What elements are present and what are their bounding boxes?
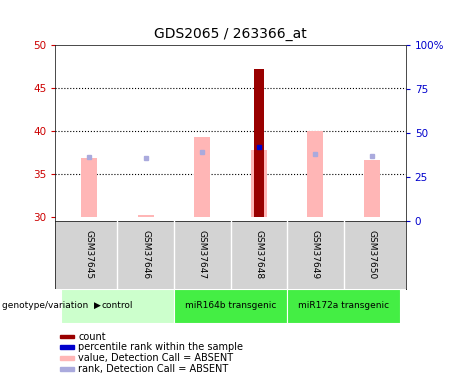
Bar bbox=[60, 345, 74, 349]
Text: value, Detection Call = ABSENT: value, Detection Call = ABSENT bbox=[78, 353, 233, 363]
Bar bbox=[195, 137, 210, 217]
Bar bbox=[254, 69, 264, 217]
Bar bbox=[60, 356, 74, 360]
Text: GSM37647: GSM37647 bbox=[198, 230, 207, 280]
Bar bbox=[81, 159, 97, 217]
Bar bbox=[174, 289, 287, 322]
Text: GSM37650: GSM37650 bbox=[367, 230, 376, 280]
Text: count: count bbox=[78, 332, 106, 342]
Bar bbox=[60, 334, 74, 338]
Text: rank, Detection Call = ABSENT: rank, Detection Call = ABSENT bbox=[78, 364, 229, 374]
Bar bbox=[61, 289, 174, 322]
Bar bbox=[60, 367, 74, 370]
Text: percentile rank within the sample: percentile rank within the sample bbox=[78, 342, 243, 352]
Bar bbox=[307, 131, 323, 217]
Text: GSM37645: GSM37645 bbox=[85, 230, 94, 280]
Bar bbox=[251, 150, 266, 217]
Text: GSM37646: GSM37646 bbox=[141, 230, 150, 280]
Text: genotype/variation  ▶: genotype/variation ▶ bbox=[2, 301, 101, 310]
Text: miR172a transgenic: miR172a transgenic bbox=[298, 301, 389, 310]
Text: GSM37649: GSM37649 bbox=[311, 230, 320, 280]
Title: GDS2065 / 263366_at: GDS2065 / 263366_at bbox=[154, 27, 307, 41]
Text: control: control bbox=[102, 301, 133, 310]
Bar bbox=[287, 289, 400, 322]
Text: GSM37648: GSM37648 bbox=[254, 230, 263, 280]
Bar bbox=[364, 160, 380, 217]
Text: miR164b transgenic: miR164b transgenic bbox=[185, 301, 276, 310]
Bar bbox=[138, 215, 154, 217]
